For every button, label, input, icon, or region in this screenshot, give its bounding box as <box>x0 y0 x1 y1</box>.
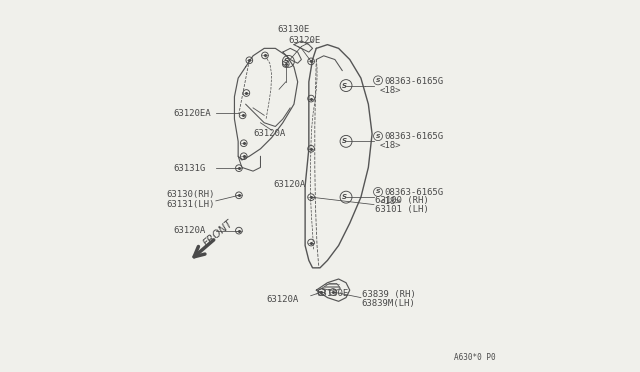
Text: 63120A: 63120A <box>253 129 285 138</box>
Text: 08363-6165G: 08363-6165G <box>384 132 443 141</box>
Text: 63130(RH): 63130(RH) <box>167 190 215 199</box>
Text: S: S <box>376 78 380 83</box>
Text: <18>: <18> <box>380 86 401 94</box>
Text: 63839 (RH): 63839 (RH) <box>362 290 415 299</box>
Text: 63120A: 63120A <box>266 295 298 304</box>
Text: 63120A: 63120A <box>173 226 205 235</box>
Text: S: S <box>342 138 347 144</box>
Text: S: S <box>284 58 289 64</box>
Text: 63101 (LH): 63101 (LH) <box>375 205 429 214</box>
Text: 08363-6165G: 08363-6165G <box>384 77 443 86</box>
Text: <18>: <18> <box>380 197 401 206</box>
Text: <18>: <18> <box>380 141 401 150</box>
Text: S: S <box>376 189 380 195</box>
Text: 63839M(LH): 63839M(LH) <box>362 299 415 308</box>
Text: A630*0 P0: A630*0 P0 <box>454 353 495 362</box>
Text: 63120E: 63120E <box>289 36 321 45</box>
Text: 08363-6165G: 08363-6165G <box>384 188 443 197</box>
Text: S: S <box>342 83 347 89</box>
Text: 63130E: 63130E <box>316 289 349 298</box>
Text: S: S <box>376 134 380 139</box>
Text: 63100 (RH): 63100 (RH) <box>375 196 429 205</box>
Text: 63120EA: 63120EA <box>173 109 211 118</box>
Text: 63120A: 63120A <box>273 180 306 189</box>
Text: 63130E: 63130E <box>277 25 310 34</box>
Text: 63131G: 63131G <box>173 164 205 173</box>
Text: S: S <box>342 194 347 200</box>
Text: FRONT: FRONT <box>202 218 236 248</box>
Text: 63131(LH): 63131(LH) <box>167 200 215 209</box>
